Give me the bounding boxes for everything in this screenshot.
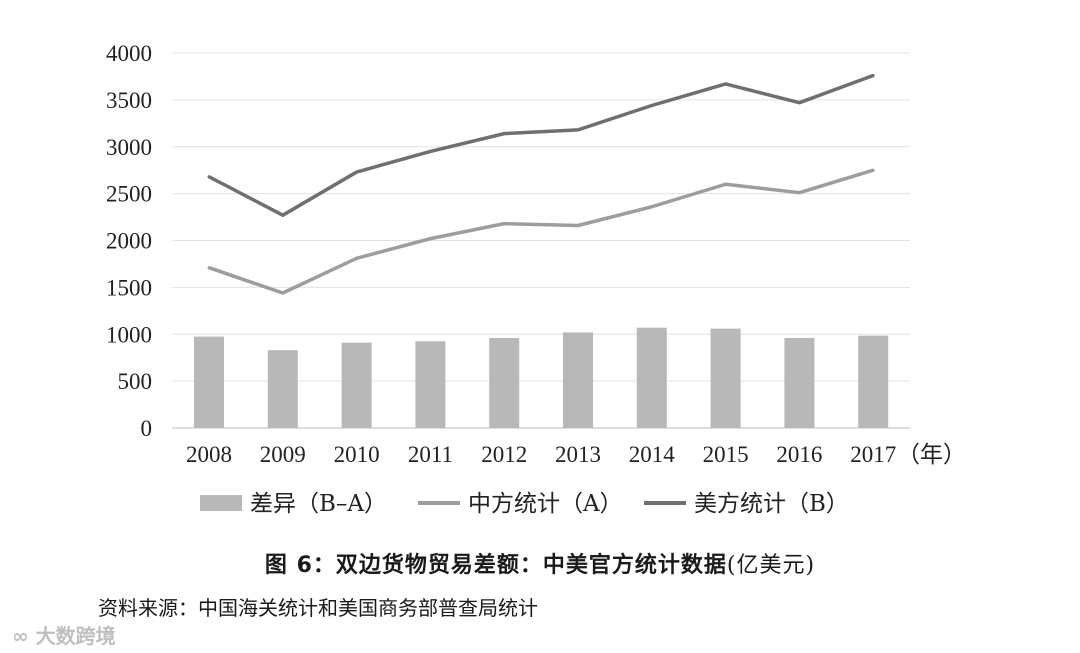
x-tick-label: 2016 — [776, 442, 822, 467]
bar — [784, 338, 815, 428]
legend-label: 差异（B–A） — [250, 491, 387, 517]
watermark: ∞ 大数跨境 — [12, 620, 116, 649]
line-point — [281, 213, 285, 217]
x-axis-unit: （年） — [897, 442, 966, 468]
line-point — [355, 170, 359, 174]
line-series — [207, 73, 875, 295]
x-axis-ticks: 2008 2009 2010 2011 2012 2013 2014 2015 2016 2017 — [186, 442, 896, 467]
x-tick-label: 2013 — [555, 442, 601, 467]
line-point — [797, 101, 801, 105]
line-point — [502, 222, 506, 226]
line-point — [650, 205, 654, 209]
x-tick-label: 2008 — [186, 442, 232, 467]
legend-swatch — [200, 495, 242, 511]
y-tick-label: 4000 — [106, 41, 152, 66]
bar-series — [194, 327, 889, 428]
bar — [636, 327, 667, 428]
caption-unit: (亿美元) — [726, 553, 816, 578]
x-tick-label: 2015 — [703, 442, 749, 467]
line-point — [281, 291, 285, 295]
y-axis-ticks: 0 500 1000 1500 2000 2500 3000 3500 4000 — [106, 41, 152, 441]
watermark-text: 大数跨境 — [35, 624, 116, 648]
legend-label: 美方统计（B） — [694, 491, 849, 517]
x-tick-label: 2012 — [481, 442, 527, 467]
source-note: 资料来源：中国海关统计和美国商务部普查局统计 — [98, 596, 538, 620]
x-tick-label: 2017 — [850, 442, 896, 467]
bar — [710, 328, 741, 428]
legend: 差异（B–A） 中方统计（A） 美方统计（B） — [200, 491, 849, 517]
y-tick-label: 2000 — [106, 229, 152, 254]
line-point — [502, 132, 506, 136]
x-tick-label: 2011 — [408, 442, 453, 467]
line-point — [428, 237, 432, 241]
line-point — [207, 175, 211, 179]
watermark-logo-icon: ∞ — [12, 624, 36, 648]
y-tick-label: 3500 — [106, 88, 152, 113]
line-point — [576, 224, 580, 227]
y-tick-label: 500 — [118, 369, 153, 394]
line-point — [428, 149, 432, 153]
y-tick-label: 1000 — [106, 322, 152, 347]
bar — [194, 336, 224, 428]
series-line-1 — [208, 168, 874, 295]
bar — [267, 350, 298, 428]
legend-label: 中方统计（A） — [468, 491, 623, 517]
line-point — [871, 168, 875, 172]
bar — [341, 342, 372, 428]
bar — [489, 338, 520, 428]
line-point — [576, 128, 580, 132]
line-point — [871, 74, 875, 77]
y-tick-label: 2500 — [106, 182, 152, 207]
line-point — [724, 82, 728, 86]
y-tick-label: 3000 — [106, 135, 152, 160]
line-point — [207, 266, 211, 270]
x-tick-label: 2009 — [260, 442, 306, 467]
y-tick-label: 0 — [141, 416, 153, 441]
chart-caption: 图 6：双边货物贸易差额：中美官方统计数据(亿美元) — [0, 547, 1080, 579]
caption-title: 图 6：双边货物贸易差额：中美官方统计数据 — [264, 553, 727, 578]
line-point — [650, 104, 654, 107]
x-tick-label: 2014 — [629, 442, 676, 467]
y-tick-label: 1500 — [106, 275, 152, 300]
x-tick-label: 2010 — [334, 442, 380, 467]
series-line-2 — [208, 73, 874, 217]
line-point — [797, 191, 801, 195]
bar — [415, 341, 446, 428]
line-point — [355, 256, 359, 260]
bar — [563, 332, 593, 428]
bar — [858, 335, 889, 428]
line-point — [724, 182, 728, 186]
